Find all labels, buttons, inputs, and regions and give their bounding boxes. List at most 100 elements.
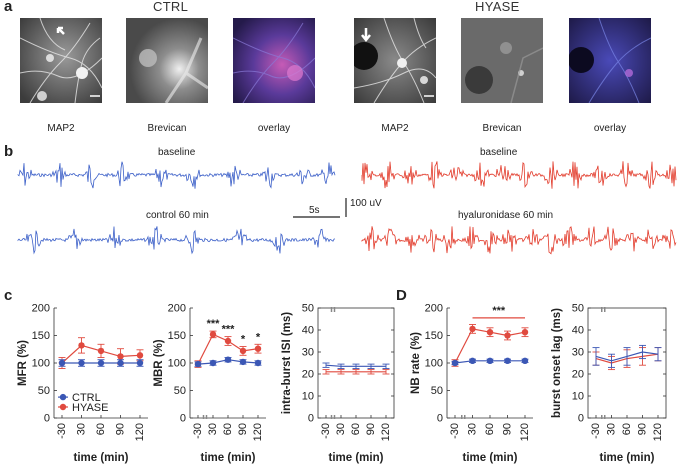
trace-label-hyase-treated: hyaluronidase 60 min — [458, 210, 554, 221]
y-tick-label: 0 — [578, 413, 584, 425]
y-tick-label: 50 — [174, 385, 186, 397]
trace-ctrl-baseline — [17, 161, 336, 189]
y-tick-label: 100 — [168, 358, 186, 370]
y-tick-label: 50 — [38, 385, 50, 397]
data-point — [224, 356, 232, 363]
y-tick-label: 20 — [572, 369, 584, 381]
x-tick-label: 30 — [606, 423, 618, 435]
data-point — [521, 329, 529, 336]
data-point — [254, 345, 262, 352]
data-point — [451, 359, 459, 367]
x-axis-label: time (min) — [463, 452, 518, 464]
x-tick-label: 120 — [134, 423, 146, 441]
trace-label-hyase-baseline: baseline — [480, 147, 518, 158]
y-tick-label: 50 — [431, 385, 443, 397]
micrograph-hyase-map2 — [354, 18, 436, 103]
caption-hyase-overlay: overlay — [593, 123, 627, 134]
series-ctrl — [451, 357, 529, 367]
micrograph-hyase-brevican — [461, 18, 543, 103]
y-tick-label: 100 — [425, 358, 443, 370]
data-point — [78, 342, 85, 349]
data-point — [504, 357, 511, 364]
data-point — [136, 359, 144, 367]
y-tick-label: 10 — [302, 391, 314, 403]
significance-marker: *** — [222, 324, 236, 336]
series-hyase — [322, 369, 390, 375]
micrograph-ctrl-overlay — [233, 18, 315, 103]
y-tick-label: 10 — [572, 391, 584, 403]
panel-label-c: c — [4, 287, 13, 304]
trace-label-ctrl-treated: control 60 min — [146, 210, 209, 221]
data-point — [58, 359, 66, 367]
y-tick-label: 30 — [572, 347, 584, 359]
x-axis-label: time (min) — [329, 452, 384, 464]
group-label-ctrl: CTRL — [153, 0, 189, 14]
x-tick-label: 90 — [502, 423, 514, 435]
y-axis-label: burst onset lag (ms) — [551, 308, 563, 418]
x-tick-label: 30 — [76, 423, 88, 435]
caption-ctrl-brevican: Brevican — [147, 123, 187, 134]
x-tick-label: 90 — [637, 423, 649, 435]
panel-label-b: b — [4, 143, 14, 160]
data-point — [209, 359, 217, 367]
data-point — [254, 359, 262, 367]
x-tick-label: 30 — [335, 423, 347, 435]
data-point — [97, 347, 105, 355]
significance-marker: * — [241, 334, 246, 346]
data-point — [239, 347, 247, 355]
data-point — [209, 331, 217, 338]
series-ctrl — [194, 356, 262, 368]
y-tick-label: 100 — [32, 358, 50, 370]
data-point — [239, 358, 247, 366]
x-tick-label: -30 — [590, 423, 602, 439]
time-scale-label: 5s — [309, 205, 320, 216]
x-tick-label: 120 — [519, 423, 531, 441]
data-point — [469, 357, 476, 364]
y-tick-label: 40 — [302, 325, 314, 337]
x-tick-label: 60 — [350, 423, 362, 435]
data-point — [469, 325, 476, 333]
data-point — [78, 359, 85, 367]
data-point — [224, 337, 232, 345]
y-axis-label: MFR (%) — [17, 340, 29, 386]
y-tick-label: 150 — [425, 330, 443, 342]
y-tick-label: 150 — [32, 330, 50, 342]
x-axis-label: time (min) — [201, 452, 256, 464]
caption-hyase-brevican: Brevican — [482, 123, 522, 134]
x-tick-label: 120 — [252, 423, 264, 441]
y-tick-label: 200 — [32, 303, 50, 315]
chart-mbr: 0 50 100 150 200 -30 30 60 90 120 time (min) MBR (%… — [153, 303, 266, 464]
x-tick-label: 120 — [652, 423, 664, 441]
legend-label-hyase: HYASE — [72, 402, 108, 414]
legend-marker — [59, 403, 67, 411]
x-tick-label: -30 — [449, 423, 461, 439]
x-tick-label: -30 — [56, 423, 68, 439]
x-tick-label: 60 — [95, 423, 107, 435]
y-tick-label: 0 — [44, 413, 50, 425]
y-tick-label: 0 — [437, 413, 443, 425]
series-ctrl — [592, 344, 662, 368]
amplitude-scale-label: 100 uV — [350, 198, 382, 209]
x-tick-label: 90 — [115, 423, 127, 435]
data-point — [521, 357, 529, 364]
caption-ctrl-map2: MAP2 — [47, 123, 75, 134]
y-axis-label: MBR (%) — [153, 339, 165, 386]
data-point — [117, 353, 124, 360]
trace-hyase-baseline — [361, 161, 677, 189]
micrograph-ctrl-map2 — [20, 18, 102, 103]
legend-label-ctrl: CTRL — [72, 392, 101, 404]
series-ctrl — [58, 359, 144, 367]
y-tick-label: 30 — [302, 347, 314, 359]
data-point — [117, 359, 124, 367]
significance-marker: *** — [207, 318, 221, 330]
x-axis-label: time (min) — [600, 452, 655, 464]
significance-marker: * — [256, 331, 261, 343]
y-tick-label: 50 — [302, 303, 314, 315]
significance-marker: *** — [492, 305, 506, 317]
x-axis-label: time (min) — [74, 452, 129, 464]
micrograph-hyase-overlay — [569, 18, 651, 103]
trace-label-ctrl-baseline: baseline — [158, 147, 196, 158]
